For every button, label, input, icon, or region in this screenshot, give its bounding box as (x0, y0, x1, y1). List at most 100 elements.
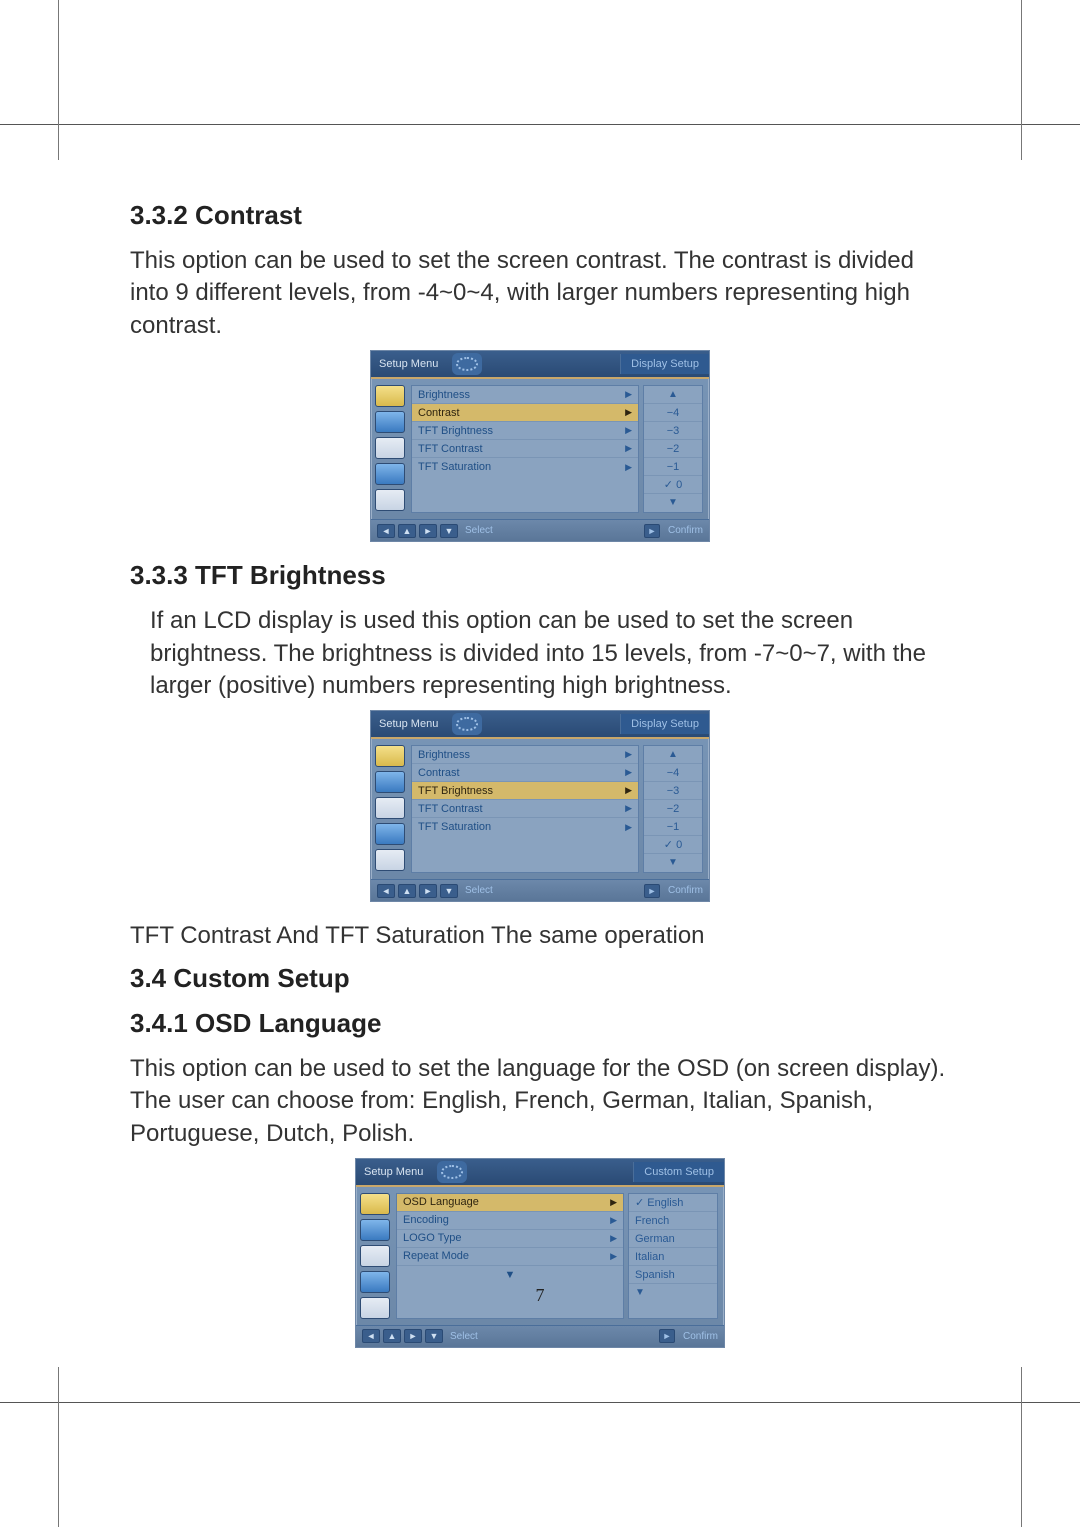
nav-icon[interactable] (360, 1245, 390, 1267)
osd-value[interactable]: −1 (644, 818, 702, 836)
osd-menu-label: TFT Saturation (418, 821, 625, 833)
gear-icon (452, 353, 482, 375)
nav-icon[interactable] (375, 745, 405, 767)
crop-mark-bottom-right (1021, 1367, 1022, 1527)
key-left-icon[interactable]: ◄ (377, 524, 395, 538)
osd-menu-label: Contrast (418, 767, 625, 779)
key-up-icon[interactable]: ▲ (398, 884, 416, 898)
key-right-icon[interactable]: ► (404, 1329, 422, 1343)
osd-menu-label: LOGO Type (403, 1232, 610, 1244)
osd-setup-label: Setup Menu (371, 358, 446, 370)
osd-setup-label: Setup Menu (371, 718, 446, 730)
nav-icon[interactable] (375, 823, 405, 845)
chevron-right-icon: ▶ (625, 785, 632, 796)
key-play-icon[interactable]: ► (644, 524, 660, 538)
chevron-right-icon: ▶ (610, 1251, 617, 1262)
key-right-icon[interactable]: ► (419, 884, 437, 898)
key-up-icon[interactable]: ▲ (383, 1329, 401, 1343)
crop-mark-top (0, 124, 1080, 125)
osd-value[interactable]: −4 (644, 404, 702, 422)
osd-value[interactable]: French (629, 1212, 717, 1230)
osd-menu-row[interactable]: Encoding▶ (397, 1212, 623, 1230)
scroll-up-icon[interactable]: ▲ (644, 386, 702, 404)
osd-menu-label: Brightness (418, 389, 625, 401)
osd-footer: ◄ ▲ ► ▼ Select ► Confirm (371, 879, 709, 901)
osd-menu-row[interactable]: TFT Contrast▶ (412, 800, 638, 818)
scroll-down-icon[interactable]: ▼ (397, 1266, 623, 1284)
osd-values: ▲−4−3−2−10▼ (643, 385, 703, 513)
nav-icon[interactable] (375, 849, 405, 871)
osd-menu: Brightness▶Contrast▶TFT Brightness▶TFT C… (411, 745, 639, 873)
osd-value[interactable]: Spanish (629, 1266, 717, 1284)
osd-header: Setup Menu Display Setup (371, 711, 709, 739)
key-left-icon[interactable]: ◄ (362, 1329, 380, 1343)
crop-mark-top-right (1021, 0, 1022, 160)
chevron-right-icon: ▶ (625, 462, 632, 473)
key-play-icon[interactable]: ► (644, 884, 660, 898)
nav-icon[interactable] (375, 797, 405, 819)
chevron-right-icon: ▶ (625, 389, 632, 400)
chevron-right-icon: ▶ (610, 1233, 617, 1244)
osd-confirm-label: Confirm (683, 1331, 718, 1342)
osd-menu-row[interactable]: Repeat Mode▶ (397, 1248, 623, 1266)
osd-value[interactable]: −3 (644, 422, 702, 440)
scroll-down-icon[interactable]: ▼ (644, 494, 702, 512)
nav-icon[interactable] (375, 771, 405, 793)
osd-value[interactable]: English (629, 1194, 717, 1212)
osd-footer: ◄ ▲ ► ▼ Select ► Confirm (371, 519, 709, 541)
key-down-icon[interactable]: ▼ (440, 524, 458, 538)
osd-iconbar (371, 739, 411, 879)
nav-icon[interactable] (375, 463, 405, 485)
osd-menu-row[interactable]: OSD Language▶ (397, 1194, 623, 1212)
osd-menu-row[interactable]: TFT Contrast▶ (412, 440, 638, 458)
osd-menu-label: Brightness (418, 749, 625, 761)
heading-3-4-1: 3.4.1 OSD Language (130, 1008, 950, 1039)
osd-value[interactable]: −4 (644, 764, 702, 782)
nav-icon[interactable] (360, 1219, 390, 1241)
osd-value[interactable]: Italian (629, 1248, 717, 1266)
osd-menu-row[interactable]: TFT Saturation▶ (412, 818, 638, 836)
nav-icon[interactable] (375, 437, 405, 459)
osd-value[interactable]: German (629, 1230, 717, 1248)
key-down-icon[interactable]: ▼ (425, 1329, 443, 1343)
key-up-icon[interactable]: ▲ (398, 524, 416, 538)
nav-icon[interactable] (360, 1193, 390, 1215)
key-left-icon[interactable]: ◄ (377, 884, 395, 898)
page-number: 7 (0, 1285, 1080, 1306)
osd-menu-row[interactable]: Contrast▶ (412, 404, 638, 422)
nav-icon[interactable] (375, 385, 405, 407)
osd-value[interactable]: −2 (644, 800, 702, 818)
osd-menu-label: Repeat Mode (403, 1250, 610, 1262)
osd-tab: Custom Setup (633, 1162, 724, 1182)
osd-setup-label: Setup Menu (356, 1166, 431, 1178)
crop-mark-bottom (0, 1402, 1080, 1403)
osd-menu-row[interactable]: Brightness▶ (412, 386, 638, 404)
scroll-down-icon[interactable]: ▼ (644, 854, 702, 872)
osd-value[interactable]: −3 (644, 782, 702, 800)
osd-menu-row[interactable]: TFT Brightness▶ (412, 422, 638, 440)
key-right-icon[interactable]: ► (419, 524, 437, 538)
chevron-right-icon: ▶ (625, 803, 632, 814)
osd-menu-row[interactable]: TFT Brightness▶ (412, 782, 638, 800)
osd-menu-row[interactable]: Brightness▶ (412, 746, 638, 764)
osd-value[interactable]: −2 (644, 440, 702, 458)
body-3-3-3: If an LCD display is used this option ca… (130, 605, 950, 702)
osd-value[interactable]: −1 (644, 458, 702, 476)
chevron-right-icon: ▶ (625, 767, 632, 778)
osd-menu-row[interactable]: TFT Saturation▶ (412, 458, 638, 476)
osd-value[interactable]: 0 (644, 836, 702, 854)
osd-screenshot-language: Setup Menu Custom Setup OSD Language▶Enc… (355, 1158, 725, 1348)
nav-icon[interactable] (375, 489, 405, 511)
osd-menu-label: Encoding (403, 1214, 610, 1226)
osd-menu-row[interactable]: LOGO Type▶ (397, 1230, 623, 1248)
osd-value[interactable]: 0 (644, 476, 702, 494)
key-down-icon[interactable]: ▼ (440, 884, 458, 898)
osd-menu-label: TFT Saturation (418, 461, 625, 473)
heading-3-3-3: 3.3.3 TFT Brightness (130, 560, 950, 591)
osd-select-label: Select (450, 1331, 478, 1342)
key-play-icon[interactable]: ► (659, 1329, 675, 1343)
nav-icon[interactable] (375, 411, 405, 433)
scroll-up-icon[interactable]: ▲ (644, 746, 702, 764)
osd-menu-row[interactable]: Contrast▶ (412, 764, 638, 782)
osd-iconbar (371, 379, 411, 519)
